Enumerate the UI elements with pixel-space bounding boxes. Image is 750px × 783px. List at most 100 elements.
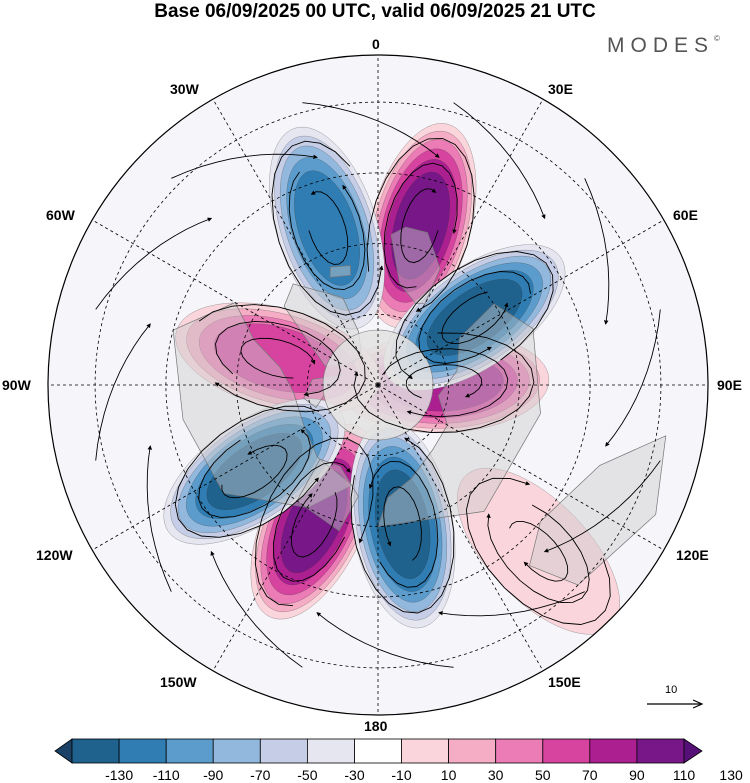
reference-vector-arrow [647, 699, 704, 709]
streamline [271, 140, 384, 316]
meridian-150 [377, 384, 544, 671]
lon-label-120e: 120E [676, 547, 709, 563]
streamline [316, 612, 454, 668]
land-alaska [296, 458, 359, 532]
streamline [605, 309, 661, 447]
colorbar-swatch-8 [401, 738, 449, 764]
colorbar-tick-label: 70 [582, 767, 598, 783]
streamline [438, 591, 585, 617]
streamline [368, 460, 439, 588]
map-boundary [47, 54, 709, 716]
streamline [383, 486, 422, 561]
colorbar-tick-label: -90 [203, 767, 224, 783]
streamline [441, 291, 509, 345]
parallel-75 [306, 313, 450, 457]
negative-anomaly-6 [383, 244, 566, 391]
streamline [302, 102, 440, 158]
streamline [174, 405, 320, 538]
colorbar-swatch-2 [118, 738, 167, 764]
land-iceland [329, 265, 351, 278]
colorbar-tick-label: -50 [297, 767, 318, 783]
brand-mark: © [714, 34, 720, 43]
positive-anomaly-0 [365, 123, 477, 329]
streamline [400, 188, 439, 264]
streamline [584, 178, 610, 325]
streamline [405, 364, 483, 399]
brand-name: MODES [607, 34, 715, 57]
streamline [383, 162, 458, 289]
streamline [95, 323, 151, 461]
lon-label-60w: 60W [46, 207, 75, 223]
anomaly-contour [206, 433, 303, 510]
streamlines [95, 102, 661, 668]
anomaly-contour [280, 470, 348, 574]
colorbar-swatch-12 [589, 738, 638, 764]
anomaly-contour [391, 171, 450, 280]
meridian-240 [92, 384, 379, 551]
meridian-120 [377, 384, 664, 551]
streamline [240, 337, 316, 379]
colorbar-swatch-6 [306, 738, 355, 764]
polar-map [47, 54, 709, 716]
colorbar-tick-label: -130 [105, 767, 134, 783]
map-title: Base 06/09/2025 00 UTC, valid 06/09/2025… [154, 1, 596, 22]
colorbar-tick-label: -110 [152, 767, 180, 783]
anomaly-contour [294, 170, 360, 286]
colorbar-swatch-5 [259, 738, 308, 764]
streamline [146, 445, 172, 592]
colorbar-tick-label: 110 [672, 767, 696, 783]
positive-anomaly-3 [250, 424, 378, 620]
streamline [465, 477, 611, 625]
streamline [171, 153, 318, 179]
colorbar-tick-label: 90 [629, 767, 645, 783]
colorbar-swatch-11 [542, 738, 591, 764]
colorbar-swatch-10 [495, 738, 544, 764]
lon-label-120w: 120W [36, 547, 73, 563]
colorbar-swatch-14 [683, 738, 703, 764]
lon-label-30w: 30W [170, 81, 199, 97]
streamline [215, 320, 341, 397]
colorbar-swatch-9 [448, 738, 497, 764]
meridian-30 [377, 99, 544, 386]
colorbar-tick-label: -30 [344, 767, 365, 783]
colorbar-swatch-3 [165, 738, 214, 764]
lon-label-150w: 150W [160, 674, 197, 690]
streamline [353, 332, 535, 433]
lon-label-180: 180 [364, 718, 388, 734]
colorbar-tick-label: -70 [250, 767, 271, 783]
streamline [95, 217, 213, 310]
streamline [221, 444, 288, 499]
lon-label-30e: 30E [548, 81, 573, 97]
lon-label-150e: 150E [548, 674, 581, 690]
streamline [308, 190, 349, 265]
streamline [543, 460, 661, 553]
colorbar-tick-label: 10 [440, 767, 457, 783]
streamline [350, 437, 455, 614]
streamline [273, 461, 351, 582]
meridian-300 [92, 219, 379, 386]
streamline [395, 251, 554, 380]
colorbar-swatch-7 [354, 738, 402, 764]
streamline [453, 102, 546, 220]
streamline [418, 271, 531, 364]
meridian-210 [212, 384, 379, 671]
streamline [198, 304, 366, 413]
streamline [290, 492, 338, 558]
colorbar-swatch-4 [212, 738, 261, 764]
parallel-60 [236, 243, 520, 527]
anomaly-fill [163, 123, 621, 635]
lon-label-0: 0 [372, 36, 380, 52]
streamline [509, 520, 569, 582]
streamline [366, 137, 475, 312]
modes-logo: MODES© [607, 34, 720, 58]
colorbar-tick-label: -10 [391, 767, 412, 783]
reference-vector-value: 10 [665, 684, 678, 696]
colorbar [54, 738, 703, 764]
streamline [382, 348, 509, 418]
streamline [288, 171, 366, 291]
streamline [486, 504, 590, 603]
colorbar-tick-label: 30 [487, 767, 504, 783]
lon-label-90e: 90E [717, 377, 742, 393]
lon-label-60e: 60E [673, 207, 698, 223]
streamline [198, 428, 311, 518]
